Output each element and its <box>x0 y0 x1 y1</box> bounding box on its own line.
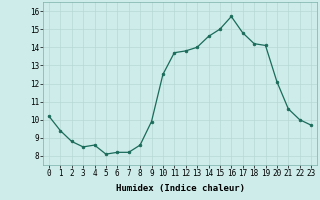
X-axis label: Humidex (Indice chaleur): Humidex (Indice chaleur) <box>116 184 244 193</box>
